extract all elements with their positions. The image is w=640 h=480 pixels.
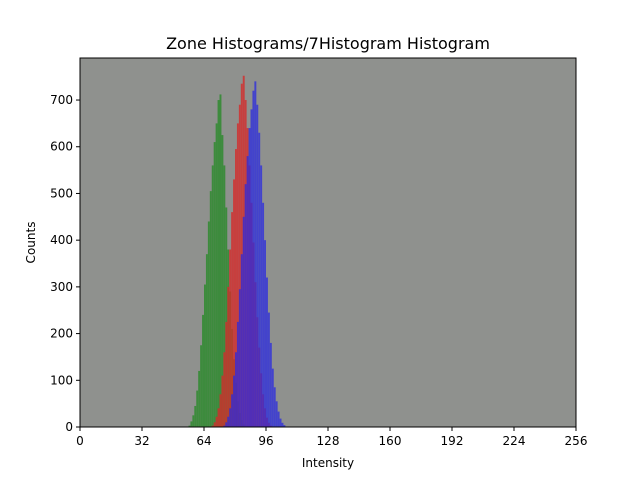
- x-axis-label: Intensity: [302, 456, 354, 470]
- histogram-bar-series-3-bin-92: [258, 132, 261, 427]
- x-tick-label: 224: [503, 434, 526, 448]
- histogram-bar-series-3-bin-78: [231, 394, 234, 427]
- y-tick-label: 0: [65, 420, 73, 434]
- chart-title: Zone Histograms/7Histogram Histogram: [166, 34, 490, 53]
- histogram-bar-series-1-bin-71: [217, 100, 220, 428]
- histogram-bar-series-3-bin-75: [225, 422, 228, 427]
- histogram-bar-series-3-bin-80: [235, 352, 237, 427]
- histogram-bar-series-1-bin-69: [213, 142, 216, 428]
- histogram-bar-series-3-bin-104: [281, 422, 284, 427]
- histogram-bar-series-1-bin-70: [215, 123, 218, 428]
- histogram-bar-series-2-bin-78: [231, 212, 234, 427]
- histogram-bar-series-2-bin-71: [217, 408, 220, 427]
- histogram-bar-series-3-bin-96: [266, 277, 268, 427]
- histogram-bar-series-3-bin-98: [269, 342, 272, 427]
- histogram-bar-series-3-bin-82: [238, 289, 241, 427]
- histogram-bar-series-3-bin-86: [246, 156, 249, 427]
- histogram-bar-series-2-bin-72: [219, 394, 222, 427]
- histogram-bar-series-1-bin-57: [190, 421, 193, 427]
- y-tick-label: 700: [50, 93, 73, 107]
- y-tick-label: 600: [50, 140, 73, 154]
- histogram-bar-series-2-bin-70: [215, 416, 218, 427]
- y-axis-label: Counts: [24, 222, 38, 264]
- histogram-bar-series-3-bin-81: [236, 321, 239, 427]
- histogram-bar-series-1-bin-61: [198, 370, 201, 427]
- histogram-bar-series-3-bin-90: [254, 81, 257, 427]
- histogram-bar-series-3-bin-88: [250, 109, 253, 427]
- histogram-bar-series-2-bin-75: [225, 321, 228, 427]
- histogram-bar-series-3-bin-89: [252, 90, 255, 428]
- histogram-bar-series-3-bin-95: [264, 240, 266, 427]
- histogram-bar-series-1-bin-64: [204, 284, 206, 427]
- histogram-bar-series-3-bin-83: [240, 254, 243, 427]
- histogram-bar-series-1-bin-58: [192, 415, 195, 427]
- x-axis-ticks: 0 32 64 96 128 160 192 224 256: [76, 427, 587, 448]
- y-tick-label: 400: [50, 233, 73, 247]
- histogram-bar-series-3-bin-97: [267, 312, 270, 427]
- histogram-bar-series-1-bin-67: [209, 191, 212, 427]
- histogram-bar-series-2-bin-80: [235, 149, 237, 427]
- histogram-bar-series-1-bin-63: [202, 314, 204, 427]
- histogram-bar-series-2-bin-82: [238, 104, 241, 427]
- histogram-bar-series-2-bin-68: [211, 425, 214, 427]
- histogram-bar-series-3-bin-100: [273, 387, 276, 427]
- histogram-bar-series-3-bin-77: [229, 408, 232, 427]
- histogram-bar-series-3-bin-76: [227, 416, 230, 427]
- x-tick-label: 64: [196, 434, 211, 448]
- histogram-bar-series-2-bin-74: [223, 352, 226, 427]
- x-tick-label: 160: [379, 434, 402, 448]
- histogram-bars: [188, 75, 286, 428]
- histogram-bar-series-1-bin-68: [211, 165, 214, 428]
- x-tick-label: 0: [76, 434, 84, 448]
- histogram-bar-series-3-bin-99: [271, 368, 274, 427]
- histogram-bar-series-3-bin-102: [277, 411, 280, 427]
- histogram-bar-series-3-bin-85: [244, 184, 247, 427]
- y-axis-ticks: 0 100 200 300 400 500 600 700: [50, 93, 80, 434]
- histogram-bar-series-3-bin-93: [260, 165, 263, 428]
- histogram-bar-series-3-bin-87: [248, 128, 251, 427]
- plot-area: [80, 58, 576, 427]
- histogram-bar-series-2-bin-69: [213, 422, 216, 427]
- histogram-bar-series-1-bin-72: [219, 94, 222, 427]
- x-tick-label: 32: [134, 434, 149, 448]
- histogram-bar-series-2-bin-77: [229, 249, 232, 427]
- y-tick-label: 500: [50, 186, 73, 200]
- x-tick-label: 128: [317, 434, 340, 448]
- histogram-bar-series-2-bin-73: [221, 375, 224, 427]
- histogram-bar-series-1-bin-59: [194, 405, 197, 427]
- histogram-bar-series-1-bin-73: [221, 135, 224, 427]
- y-tick-label: 300: [50, 280, 73, 294]
- histogram-bar-series-3-bin-94: [262, 202, 265, 427]
- histogram-bar-series-3-bin-74: [223, 425, 226, 427]
- histogram-bar-series-2-bin-76: [227, 286, 230, 427]
- histogram-bar-series-3-bin-103: [279, 418, 282, 427]
- y-tick-label: 200: [50, 327, 73, 341]
- histogram-bar-series-3-bin-101: [275, 401, 278, 427]
- histogram-bar-series-1-bin-56: [188, 425, 191, 427]
- histogram-bar-series-3-bin-91: [256, 104, 259, 427]
- histogram-bar-series-1-bin-65: [205, 254, 208, 427]
- histogram-bar-series-1-bin-74: [223, 165, 226, 428]
- histogram-bar-series-2-bin-79: [233, 179, 235, 427]
- x-tick-label: 192: [441, 434, 464, 448]
- histogram-bar-series-3-bin-84: [242, 216, 245, 427]
- histogram-bar-series-3-bin-105: [283, 425, 286, 427]
- histogram-bar-series-1-bin-62: [200, 345, 203, 427]
- x-tick-label: 256: [565, 434, 588, 448]
- x-tick-label: 96: [258, 434, 273, 448]
- histogram-bar-series-1-bin-66: [207, 221, 210, 427]
- histogram-bar-series-1-bin-75: [225, 207, 228, 427]
- histogram-bar-series-3-bin-79: [233, 375, 235, 427]
- histogram-bar-series-1-bin-60: [196, 390, 199, 427]
- histogram-bar-series-2-bin-81: [236, 123, 239, 428]
- y-tick-label: 100: [50, 373, 73, 387]
